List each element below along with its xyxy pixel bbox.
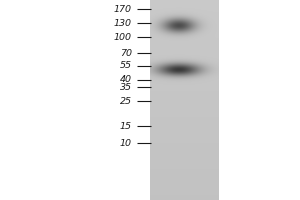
Text: 40: 40 [120, 75, 132, 84]
Text: 100: 100 [114, 32, 132, 42]
Text: 55: 55 [120, 62, 132, 71]
Text: 35: 35 [120, 83, 132, 92]
Text: 170: 170 [114, 4, 132, 14]
Text: 70: 70 [120, 48, 132, 58]
Text: 130: 130 [114, 19, 132, 27]
Text: 25: 25 [120, 97, 132, 106]
Text: 10: 10 [120, 138, 132, 148]
Text: 15: 15 [120, 122, 132, 131]
